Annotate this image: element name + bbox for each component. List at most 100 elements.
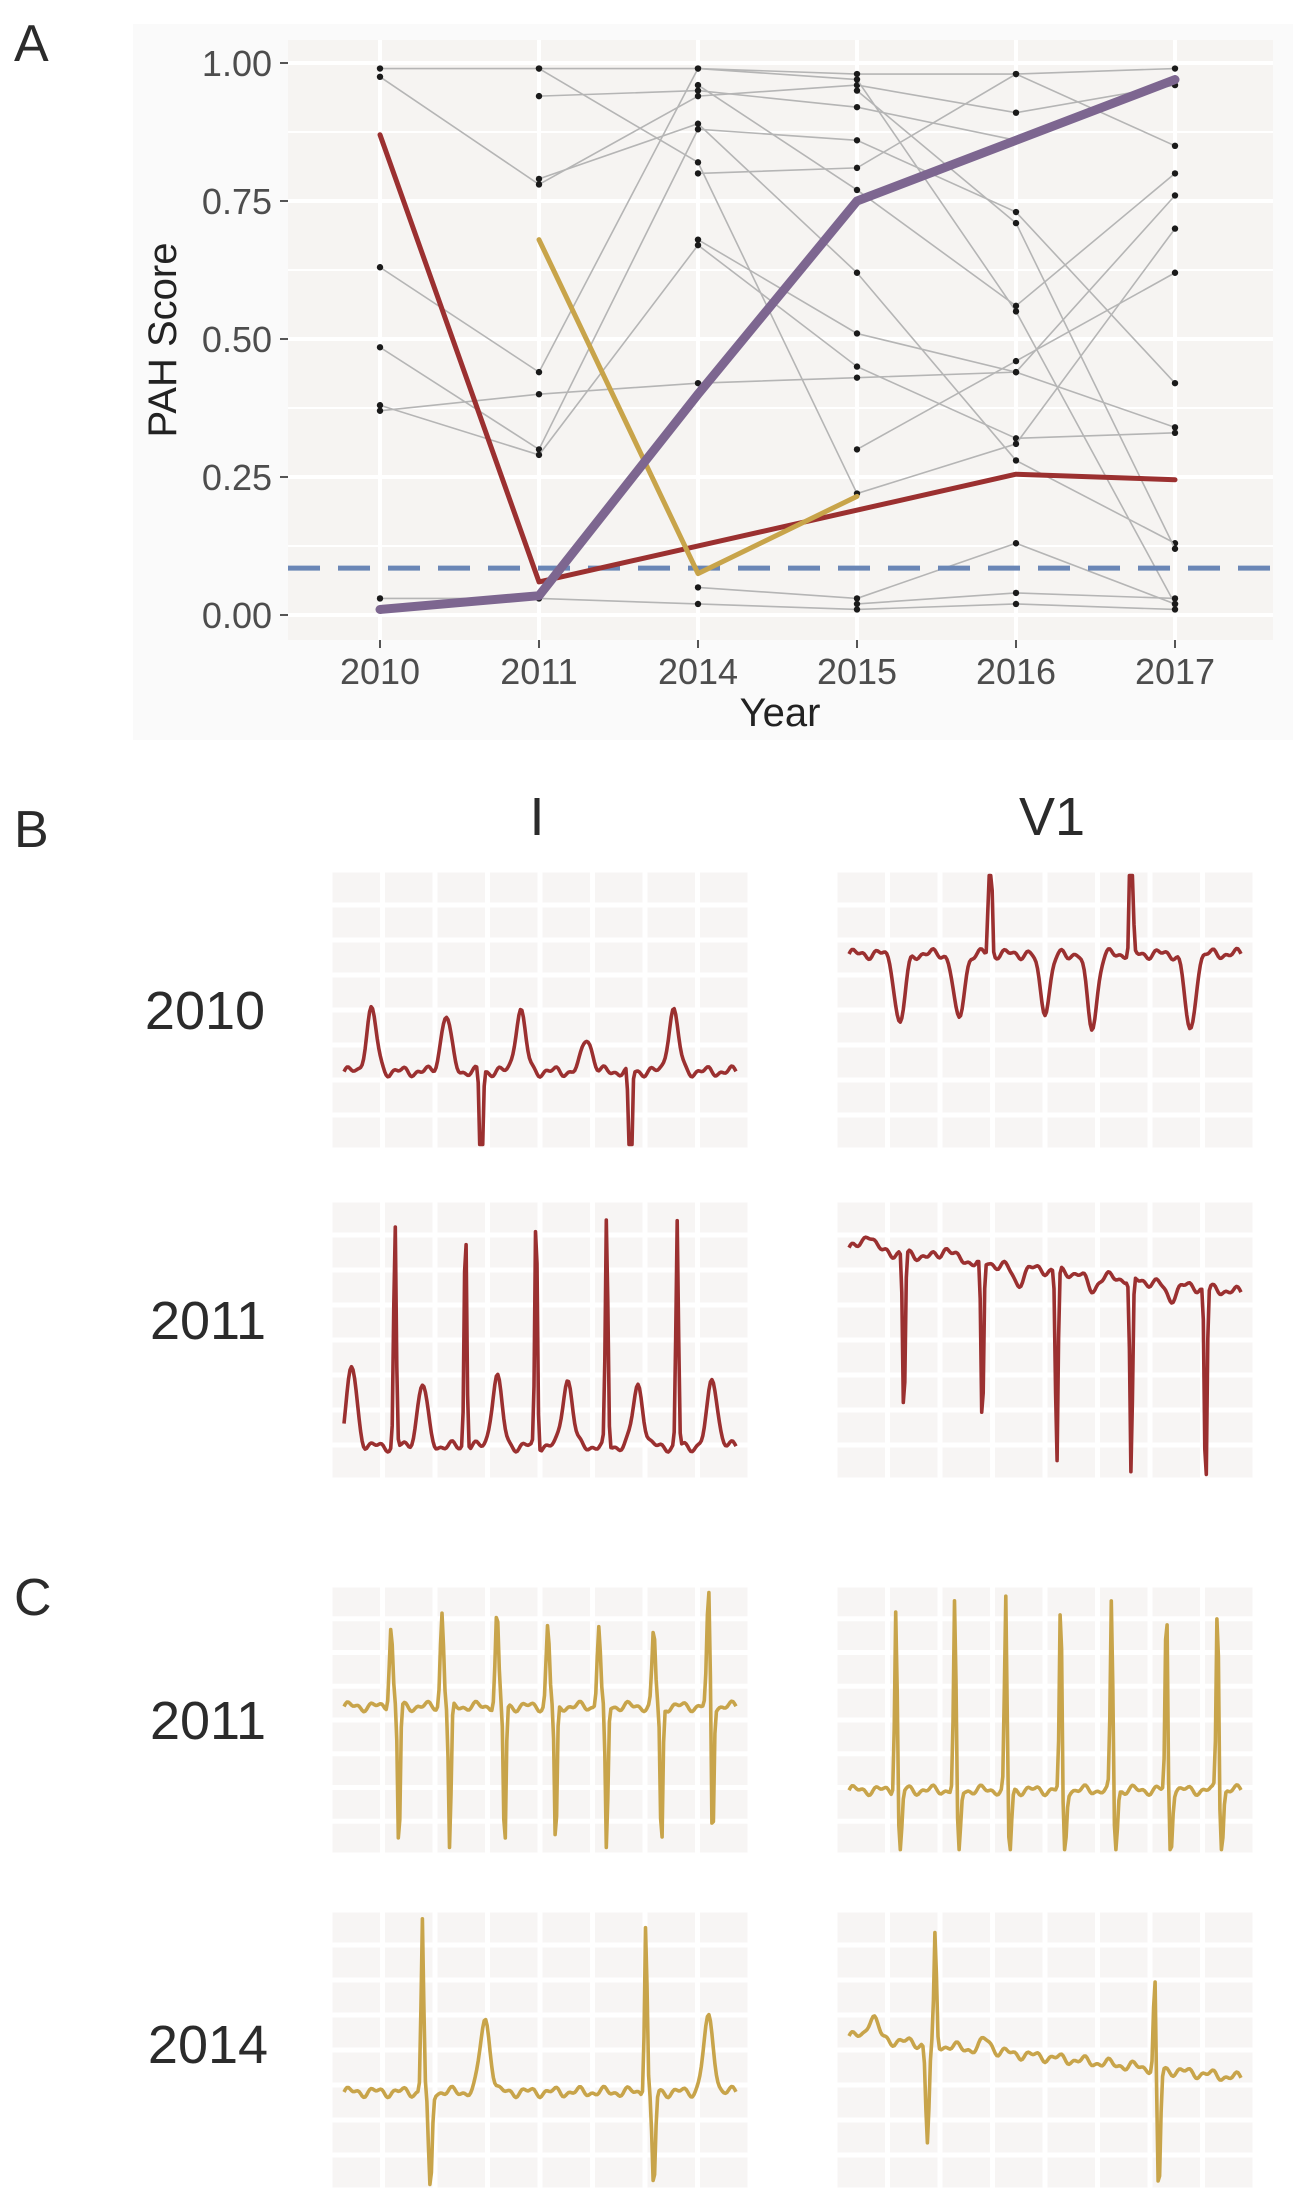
series-line-patient-b [377, 132, 1178, 585]
series-point [1171, 225, 1179, 232]
series-point [694, 159, 702, 166]
series-point [1012, 302, 1020, 310]
series-line-background [697, 84, 1176, 307]
series-point [1171, 595, 1179, 602]
series-line-background [379, 128, 1176, 451]
x-tick-label: 2014 [658, 651, 738, 692]
series-point [376, 264, 384, 271]
series-point [376, 344, 384, 351]
series-line-background [697, 194, 1176, 374]
series-point [1012, 357, 1020, 365]
series-point [1012, 208, 1020, 216]
ecg-grid-lead-i-c-2014 [327, 1907, 753, 2193]
series-point [694, 126, 702, 133]
series-point [1012, 368, 1020, 376]
y-tick-label: 0.25 [202, 457, 272, 498]
series-point [694, 600, 702, 608]
series-point [853, 164, 861, 172]
series-point [1012, 219, 1020, 227]
series-point [376, 595, 384, 602]
series-point [1171, 269, 1179, 276]
series-point [694, 170, 702, 177]
series-point [853, 70, 861, 78]
series-point [1171, 545, 1179, 552]
series-point [694, 241, 702, 249]
series-point [1012, 457, 1020, 464]
series-line-trend [375, 75, 1180, 614]
series-point [376, 65, 384, 72]
series-point [694, 92, 702, 100]
series-point [1012, 70, 1020, 78]
series-point [853, 81, 861, 89]
series-line-background [379, 67, 1176, 605]
series-point [1171, 429, 1179, 437]
ecg-trace-lead-v1-b-2011 [847, 1235, 1243, 1477]
ecg-grid-lead-v1-c-2014 [832, 1907, 1258, 2193]
y-tick-label: 0.50 [202, 319, 272, 360]
series-point [535, 391, 543, 398]
series-point [1012, 109, 1020, 116]
ecg-trace-lead-i-c-2014 [342, 1917, 738, 2187]
x-tick-label: 2010 [340, 651, 420, 692]
ecg-column-title-lead-v1: V1 [1018, 787, 1086, 847]
line-chart: 0.00 0.25 0.50 0.75 1.00 2010 2011 2014 2015 2016… [133, 24, 1293, 740]
series-point [535, 451, 543, 459]
series-line-background [379, 244, 1176, 456]
series-point [694, 65, 702, 72]
series-point [535, 65, 543, 72]
series-point [853, 103, 861, 111]
series-point [694, 87, 702, 94]
series-point [535, 181, 543, 188]
series-point [1012, 540, 1020, 547]
panel-label-c: C [14, 1569, 52, 1627]
series-point [1171, 65, 1179, 72]
series-point [694, 81, 702, 89]
y-tick-label: 1.00 [202, 43, 272, 84]
series-point [853, 600, 861, 608]
series-point [1171, 170, 1179, 177]
series-point [1171, 379, 1179, 387]
series-point [1012, 435, 1020, 442]
series-point [853, 76, 861, 83]
series-point [853, 269, 861, 276]
series-point [694, 120, 702, 127]
ecg-trace-lead-i-b-2010 [342, 1004, 738, 1147]
series-point [535, 446, 543, 453]
series-point [376, 73, 384, 81]
series-point [853, 446, 861, 453]
series-point [1012, 600, 1020, 608]
series-point [853, 137, 861, 144]
panel-label-a: A [14, 15, 49, 73]
series-point [853, 606, 861, 613]
series-point [853, 87, 861, 94]
series-point [694, 236, 702, 243]
x-axis-title: Year [740, 691, 821, 735]
series-point [535, 175, 543, 183]
series-point [535, 368, 543, 376]
series-line-background [379, 371, 1176, 429]
series-point [694, 584, 702, 591]
x-tick-label: 2016 [976, 651, 1056, 692]
series-point [1012, 589, 1020, 597]
series-point [1012, 308, 1020, 315]
ecg-trace-lead-v1-c-2014 [847, 1930, 1243, 2183]
series-line-patient-c [536, 237, 860, 577]
y-tick-label: 0.75 [202, 181, 272, 222]
ecg-c-row-year-2011: 2011 [149, 1691, 267, 1751]
series-point [853, 374, 861, 381]
ecg-trace-lead-i-b-2011 [342, 1218, 738, 1454]
ecg-c-row-year-2014: 2014 [147, 2015, 269, 2075]
series-point [535, 92, 543, 100]
ecg-b-row-year-2011: 2011 [149, 1291, 267, 1351]
x-tick-label: 2011 [500, 651, 577, 692]
x-tick-label: 2015 [817, 651, 897, 692]
series-point [1171, 192, 1179, 199]
series-point [376, 402, 384, 409]
series-point [1171, 606, 1179, 613]
ecg-trace-lead-v1-c-2011 [847, 1594, 1243, 1852]
y-tick-label: 0.00 [202, 595, 272, 636]
x-tick-label: 2017 [1135, 651, 1215, 692]
ecg-grid-lead-i-c-2011 [327, 1582, 753, 1858]
series-point [376, 407, 384, 414]
y-axis-title: PAH Score [141, 243, 185, 438]
